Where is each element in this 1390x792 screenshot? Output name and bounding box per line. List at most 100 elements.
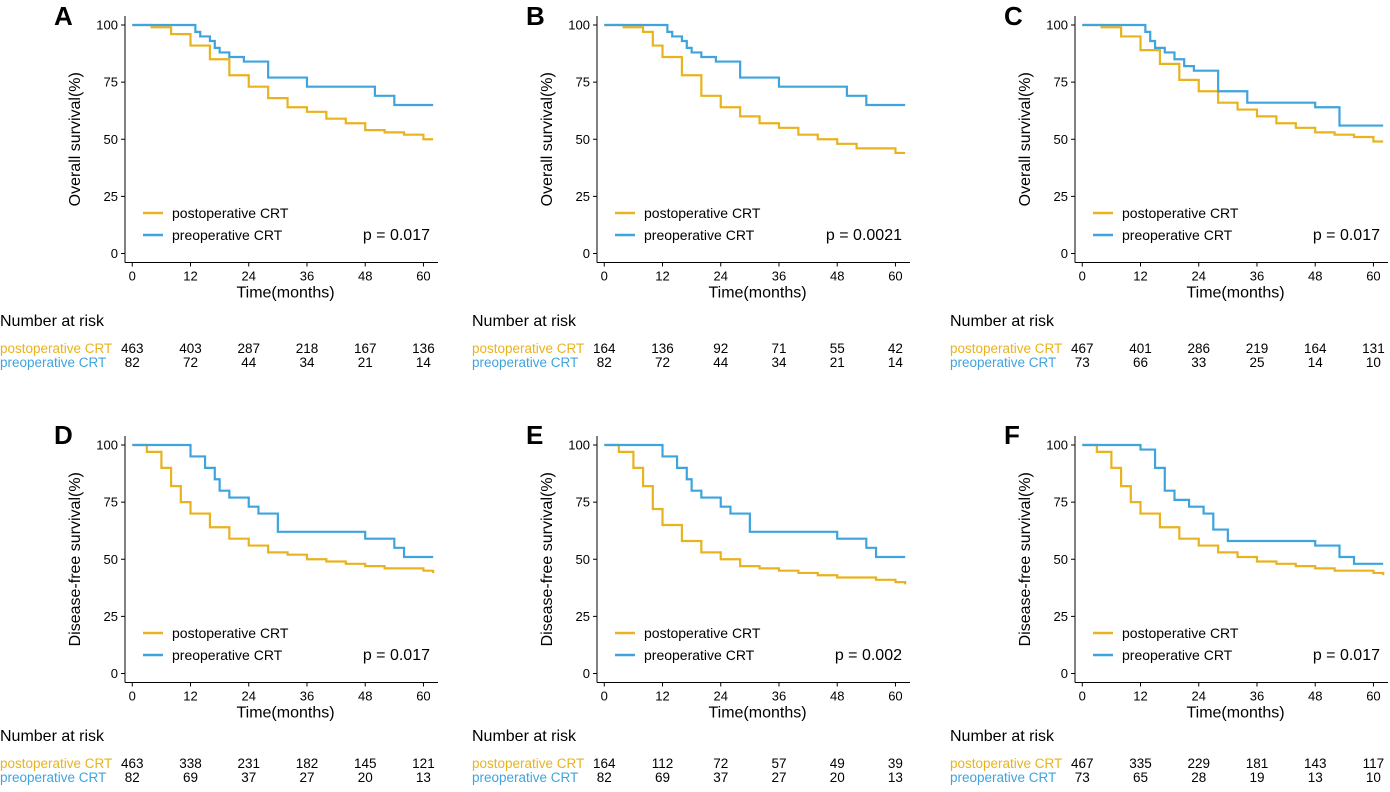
risk-count: 164 [593, 341, 616, 356]
x-tick-label: 0 [129, 689, 136, 704]
risk-count: 27 [299, 770, 314, 785]
risk-count: 44 [713, 355, 729, 370]
risk-count: 131 [1362, 341, 1385, 356]
x-tick-label: 48 [830, 269, 844, 284]
risk-row-label-postoperative: postoperative CRT [0, 756, 112, 771]
y-axis-title: Disease-free survival(%) [539, 472, 556, 646]
risk-count: 65 [1133, 770, 1148, 785]
p-value-label: p = 0.002 [835, 647, 902, 664]
legend-label-preoperative: preoperative CRT [644, 647, 755, 663]
postoperative-curve [1082, 23, 1384, 143]
risk-count: 10 [1366, 770, 1381, 785]
x-tick-label: 12 [1133, 689, 1147, 704]
preoperative-curve [604, 443, 906, 559]
legend-label-preoperative: preoperative CRT [1122, 227, 1233, 243]
legend-label-postoperative: postoperative CRT [172, 625, 289, 641]
y-tick-label: 50 [576, 132, 590, 147]
x-tick-label: 60 [1366, 689, 1380, 704]
y-tick-label: 25 [104, 609, 118, 624]
risk-table-header: Number at risk [950, 313, 1055, 330]
risk-count: 335 [1129, 756, 1152, 771]
legend-label-postoperative: postoperative CRT [644, 625, 761, 641]
p-value-label: p = 0.017 [363, 227, 430, 244]
risk-row-label-preoperative: preoperative CRT [950, 770, 1056, 785]
risk-count: 467 [1071, 756, 1094, 771]
y-tick-label: 50 [104, 132, 118, 147]
x-tick-label: 0 [601, 269, 608, 284]
x-tick-label: 12 [183, 689, 197, 704]
x-axis-title: Time(months) [708, 705, 806, 722]
risk-row-label-preoperative: preoperative CRT [0, 770, 106, 785]
risk-count: 229 [1187, 756, 1210, 771]
risk-count: 10 [1366, 355, 1381, 370]
y-tick-label: 0 [583, 246, 590, 261]
risk-count: 69 [655, 770, 670, 785]
legend-label-postoperative: postoperative CRT [1122, 205, 1239, 221]
risk-row-label-postoperative: postoperative CRT [472, 341, 584, 356]
x-tick-label: 48 [830, 689, 844, 704]
postoperative-curve [604, 23, 906, 155]
legend-label-postoperative: postoperative CRT [1122, 625, 1239, 641]
risk-count: 57 [771, 756, 786, 771]
risk-count: 164 [593, 756, 616, 771]
x-tick-label: 12 [1133, 269, 1147, 284]
x-tick-label: 0 [1079, 689, 1086, 704]
y-tick-label: 75 [1054, 75, 1068, 90]
risk-table-header: Number at risk [0, 728, 105, 745]
x-tick-label: 36 [1250, 269, 1264, 284]
x-tick-label: 24 [1192, 689, 1206, 704]
risk-table-header: Number at risk [950, 728, 1055, 745]
panel-f: F 0 25 50 75 100 0 12 24 36 48 60 Disease-free surv… [950, 396, 1390, 792]
x-tick-label: 48 [358, 269, 372, 284]
y-tick-label: 50 [1054, 552, 1068, 567]
risk-count: 71 [771, 341, 786, 356]
risk-count: 467 [1071, 341, 1094, 356]
y-tick-label: 50 [1054, 132, 1068, 147]
y-tick-label: 100 [1046, 438, 1068, 453]
y-tick-label: 0 [1061, 246, 1068, 261]
x-tick-label: 0 [1079, 269, 1086, 284]
x-tick-label: 36 [772, 269, 786, 284]
risk-count: 82 [125, 355, 140, 370]
risk-count: 37 [713, 770, 728, 785]
risk-count: 143 [1304, 756, 1327, 771]
p-value-label: p = 0.017 [1313, 647, 1380, 664]
y-tick-label: 75 [1054, 495, 1068, 510]
risk-count: 286 [1187, 341, 1210, 356]
risk-count: 44 [241, 355, 257, 370]
preoperative-curve [132, 443, 434, 559]
risk-count: 182 [296, 756, 319, 771]
y-tick-label: 50 [576, 552, 590, 567]
risk-count: 69 [183, 770, 198, 785]
risk-count: 164 [1304, 341, 1327, 356]
risk-table-header: Number at risk [472, 313, 577, 330]
preoperative-curve [1082, 443, 1384, 565]
risk-count: 25 [1249, 355, 1264, 370]
risk-count: 92 [713, 341, 728, 356]
risk-count: 167 [354, 341, 377, 356]
risk-count: 82 [597, 770, 612, 785]
risk-count: 121 [412, 756, 435, 771]
risk-count: 338 [179, 756, 202, 771]
preoperative-curve [1082, 23, 1384, 127]
x-tick-label: 36 [772, 689, 786, 704]
y-axis-title: Overall survival(%) [67, 72, 84, 206]
x-tick-label: 12 [655, 269, 669, 284]
risk-count: 20 [830, 770, 845, 785]
km-chart-f: F 0 25 50 75 100 0 12 24 36 48 60 Disease-free surv… [950, 420, 1388, 785]
x-tick-label: 60 [888, 689, 902, 704]
y-axis-title: Overall survival(%) [1017, 72, 1034, 206]
risk-count: 13 [1308, 770, 1323, 785]
risk-row-label-postoperative: postoperative CRT [0, 341, 112, 356]
legend-label-postoperative: postoperative CRT [644, 205, 761, 221]
panel-c: C 0 25 50 75 100 0 12 24 36 48 60 Overall survival(… [950, 0, 1390, 396]
x-tick-label: 48 [1308, 269, 1322, 284]
x-tick-label: 48 [1308, 689, 1322, 704]
panel-letter: A [54, 1, 73, 31]
panel-letter: F [1004, 420, 1020, 450]
x-tick-label: 0 [129, 269, 136, 284]
risk-count: 39 [888, 756, 903, 771]
risk-count: 14 [1308, 355, 1324, 370]
x-tick-label: 60 [1366, 269, 1380, 284]
panel-e: E 0 25 50 75 100 0 12 24 36 48 60 Disease-free surv… [472, 396, 935, 792]
